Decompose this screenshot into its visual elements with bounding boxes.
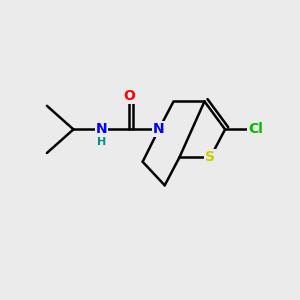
Text: N: N	[153, 122, 165, 136]
Text: S: S	[206, 150, 215, 164]
Text: N: N	[96, 122, 107, 136]
Text: Cl: Cl	[249, 122, 263, 136]
Text: O: O	[124, 88, 135, 103]
Text: H: H	[98, 137, 106, 147]
